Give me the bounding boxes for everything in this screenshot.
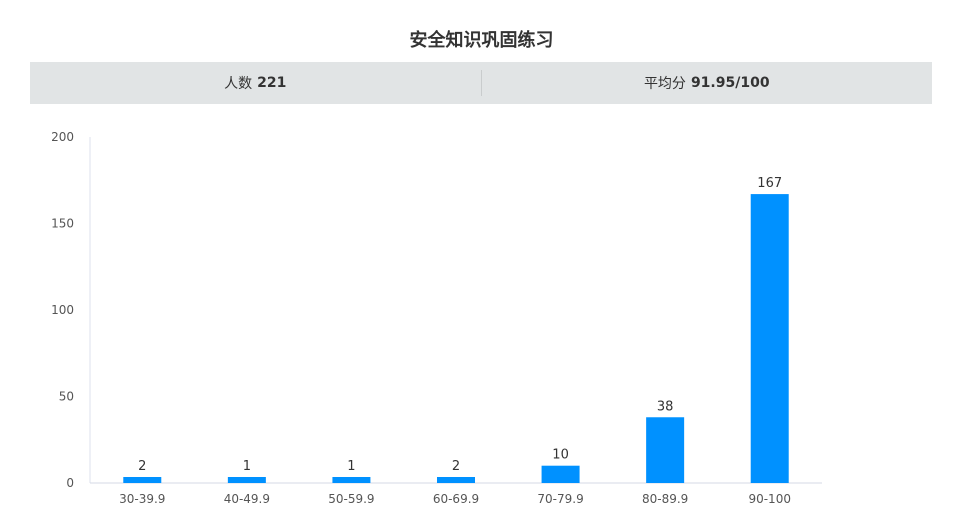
- bar: [123, 477, 162, 483]
- bar: [646, 417, 685, 483]
- data-label: 2: [138, 459, 146, 474]
- x-tick-label: 50-59.9: [328, 492, 374, 506]
- average-score: 平均分 91.95/100: [480, 70, 933, 96]
- y-tick-label: 0: [66, 476, 74, 490]
- y-tick-label: 200: [51, 130, 74, 144]
- data-label: 1: [347, 459, 355, 474]
- avg-value: 91.95/100: [690, 75, 770, 91]
- page-title: 安全知识巩固练习: [409, 30, 554, 51]
- stats-bar: 人数 221 平均分 91.95/100: [30, 62, 932, 104]
- count-label: 人数: [224, 76, 253, 92]
- bar: [227, 477, 266, 483]
- y-tick-label: 50: [59, 390, 74, 404]
- bar: [332, 477, 371, 483]
- bar: [541, 465, 580, 483]
- bar: [437, 477, 475, 483]
- x-tick-label: 70-79.9: [537, 492, 583, 506]
- data-label: 38: [657, 399, 674, 414]
- data-label: 10: [552, 448, 569, 463]
- y-tick-label: 100: [51, 303, 74, 317]
- x-tick-label: 80-89.9: [642, 492, 688, 506]
- bar: [750, 194, 789, 483]
- data-label: 1: [243, 459, 251, 474]
- y-tick-label: 150: [51, 217, 74, 231]
- data-label: 167: [757, 176, 782, 191]
- count-value: 221: [257, 75, 287, 91]
- participant-count: 人数 221: [30, 62, 481, 104]
- data-label: 2: [452, 459, 460, 474]
- x-tick-label: 30-39.9: [119, 492, 165, 506]
- avg-label: 平均分: [643, 76, 686, 92]
- x-tick-label: 90-100: [748, 492, 791, 506]
- x-tick-label: 40-49.9: [224, 492, 270, 506]
- x-tick-label: 60-69.9: [433, 492, 479, 506]
